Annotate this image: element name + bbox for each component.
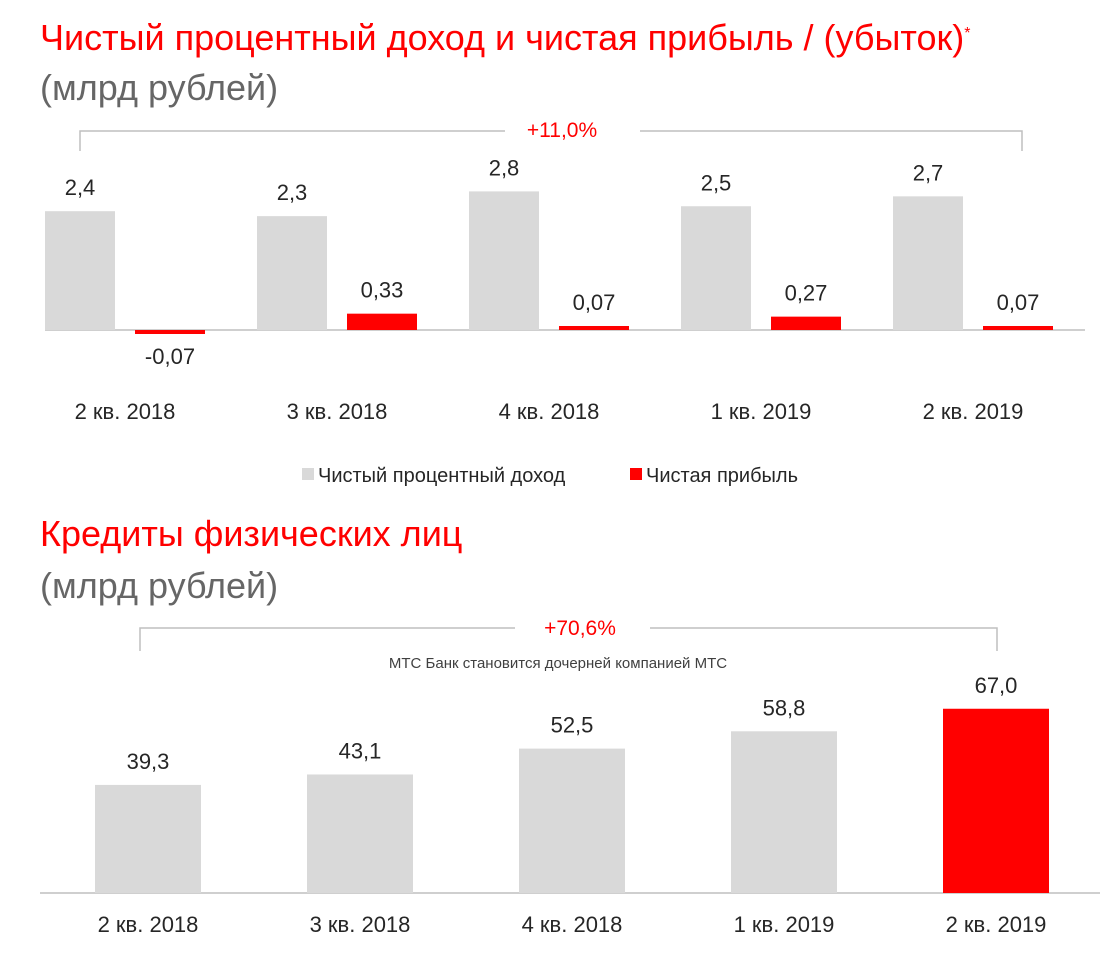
chart1-subtitle: (млрд рублей): [40, 67, 279, 108]
chart2-subtitle: (млрд рублей): [40, 565, 279, 606]
chart1-label-net-interest-income: 2,7: [913, 160, 944, 185]
chart2-value-label: 43,1: [339, 738, 382, 763]
chart2-category-label: 1 кв. 2019: [734, 912, 835, 937]
chart2-category-label: 2 кв. 2018: [98, 912, 199, 937]
chart2-category-label: 3 кв. 2018: [310, 912, 411, 937]
chart1-label-net-profit: 0,07: [997, 290, 1040, 315]
chart1-category-label: 3 кв. 2018: [287, 399, 388, 424]
chart2-bar-retail-loans: [731, 731, 837, 893]
chart1-legend-swatch-net-profit: [630, 468, 642, 480]
chart1-label-net-interest-income: 2,4: [65, 175, 96, 200]
chart2-bar-retail-loans: [519, 748, 625, 893]
chart2-annotation: МТС Банк становится дочерней компанией М…: [389, 655, 727, 672]
chart2-value-label: 58,8: [763, 695, 806, 720]
chart1-net-interest-income-net-profit: +11,0% 2,4 -0,07 2 кв. 2018 2,3 0,33 3 кв. 201…: [45, 119, 1085, 487]
chart2-title: Кредиты физических лиц: [40, 513, 463, 554]
chart1-bar-net-interest-income: [257, 216, 327, 330]
chart2-bar-retail-loans: [95, 784, 201, 893]
chart2-category-label: 2 кв. 2019: [946, 912, 1047, 937]
chart1-bar-net-profit: [135, 330, 205, 334]
chart1-bar-net-profit: [559, 326, 629, 330]
chart1-category-label: 4 кв. 2018: [499, 399, 600, 424]
chart1-bar-net-profit: [983, 326, 1053, 330]
chart1-legend-swatch-net-interest-income: [302, 468, 314, 480]
chart2-bar-retail-loans: [943, 708, 1049, 893]
chart1-category-label: 2 кв. 2019: [923, 399, 1024, 424]
chart1-bar-net-interest-income: [681, 206, 751, 330]
chart1-bar-net-interest-income: [893, 196, 963, 330]
chart1-label-net-profit: 0,33: [361, 278, 404, 303]
chart1-footnote-marker: *: [964, 25, 971, 42]
chart1-category-label: 2 кв. 2018: [75, 399, 176, 424]
chart2-bar-retail-loans: [307, 774, 413, 893]
chart1-legend-label-net-profit: Чистая прибыль: [646, 465, 798, 487]
chart1-bar-net-profit: [347, 313, 417, 330]
chart1-title-text: Чистый процентный доход и чистая прибыль…: [40, 17, 965, 58]
chart2-growth-bracket: [139, 627, 998, 651]
chart1-label-net-profit: 0,27: [785, 281, 828, 306]
chart2-growth-label: +70,6%: [544, 617, 616, 640]
chart1-bar-net-interest-income: [469, 191, 539, 330]
chart1-growth-bracket: [79, 130, 1023, 151]
chart1-label-net-profit: -0,07: [145, 344, 195, 369]
chart2-value-label: 52,5: [551, 713, 594, 738]
chart1-bar-net-profit: [771, 316, 841, 330]
chart2-value-label: 39,3: [127, 749, 170, 774]
chart1-label-net-interest-income: 2,3: [277, 180, 308, 205]
chart1-label-net-interest-income: 2,8: [489, 155, 520, 180]
chart2-value-label: 67,0: [975, 673, 1018, 698]
chart1-label-net-interest-income: 2,5: [701, 170, 732, 195]
chart1-legend-label-net-interest-income: Чистый процентный доход: [318, 465, 566, 487]
chart1-title: Чистый процентный доход и чистая прибыль…: [40, 18, 970, 58]
chart1-growth-label: +11,0%: [527, 119, 597, 142]
chart1-label-net-profit: 0,07: [573, 290, 616, 315]
chart1-bar-net-interest-income: [45, 211, 115, 330]
chart1-category-label: 1 кв. 2019: [711, 399, 812, 424]
chart2-category-label: 4 кв. 2018: [522, 912, 623, 937]
